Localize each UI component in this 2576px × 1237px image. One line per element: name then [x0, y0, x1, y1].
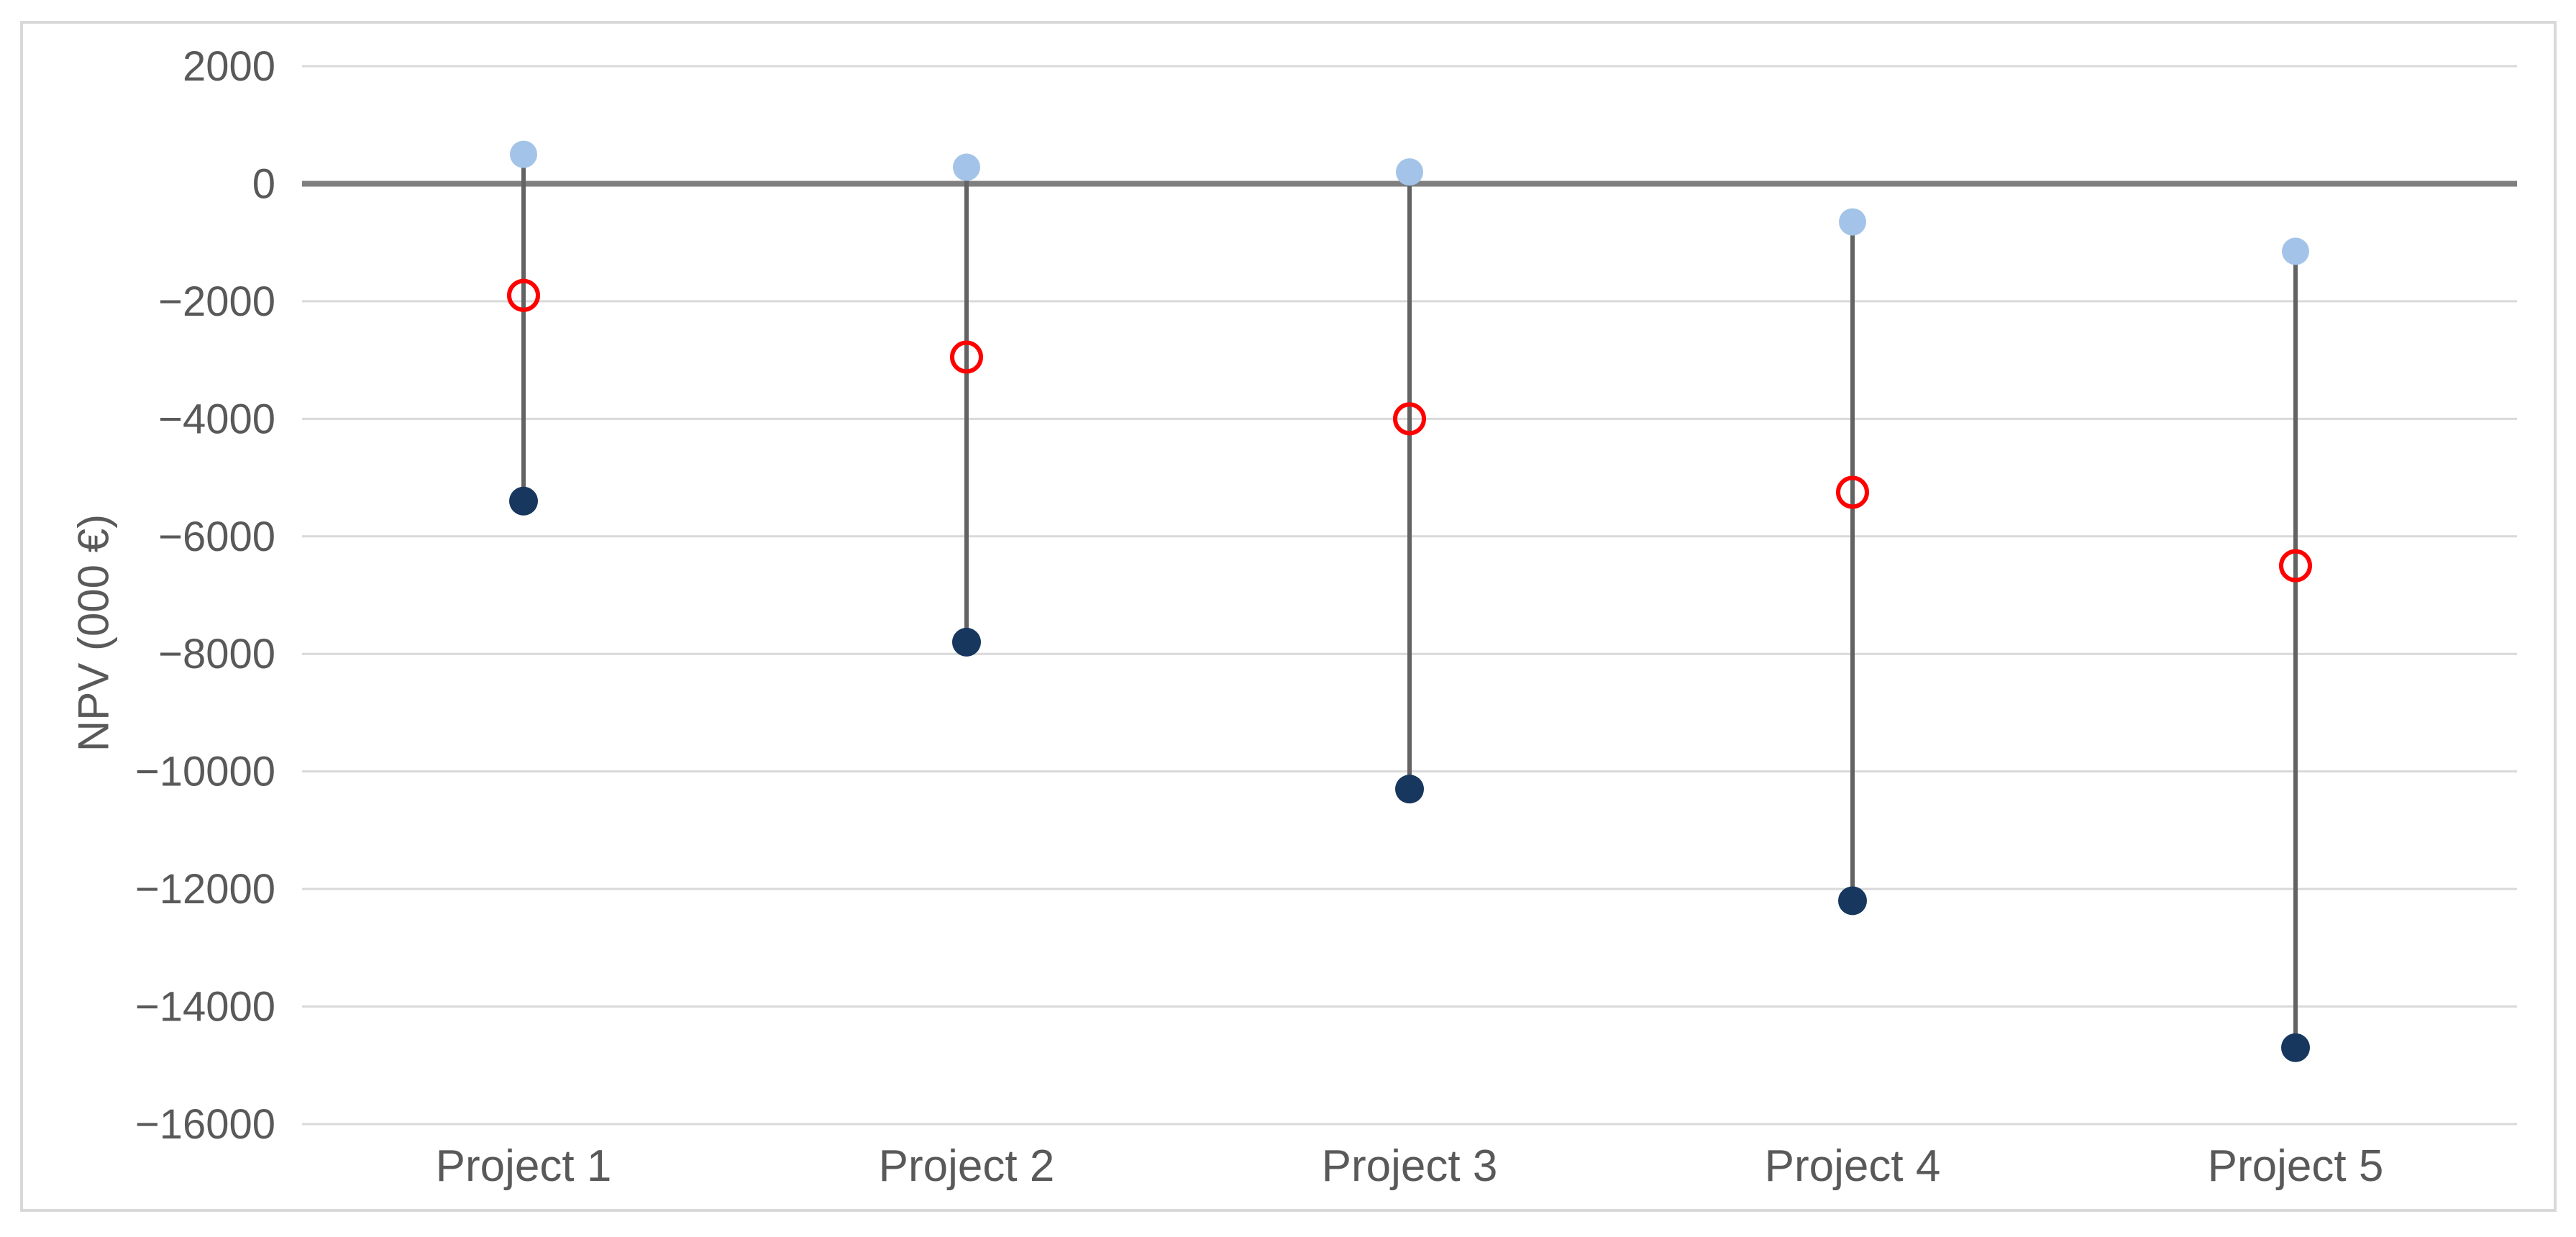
low-value-marker-project-4 — [1838, 886, 1867, 916]
x-axis-label-project-3: Project 3 — [1322, 1141, 1498, 1191]
y-tick-label-0: 0 — [252, 160, 275, 207]
low-value-marker-project-1 — [509, 486, 538, 516]
high-value-marker-project-5 — [2282, 237, 2309, 265]
x-axis-label-project-5: Project 5 — [2208, 1141, 2384, 1191]
y-tick-label--6000: −6000 — [158, 513, 275, 560]
x-axis-label-project-4: Project 4 — [1765, 1141, 1941, 1191]
mid-value-marker-project-5 — [2279, 549, 2312, 583]
y-tick-label-2000: 2000 — [183, 43, 275, 90]
chart-border — [20, 21, 2557, 1212]
y-tick-label--8000: −8000 — [158, 631, 275, 677]
y-tick-label--4000: −4000 — [158, 396, 275, 442]
y-tick-label--12000: −12000 — [135, 866, 275, 913]
low-value-marker-project-2 — [952, 627, 981, 657]
x-axis-label-project-2: Project 2 — [879, 1141, 1055, 1191]
high-value-marker-project-1 — [510, 140, 537, 168]
low-value-marker-project-3 — [1395, 775, 1424, 804]
y-axis-title: NPV (000 €) — [69, 513, 118, 752]
high-value-marker-project-4 — [1839, 208, 1866, 236]
y-tick-label--16000: −16000 — [135, 1101, 275, 1148]
mid-value-marker-project-1 — [507, 278, 540, 312]
y-tick-label--2000: −2000 — [158, 278, 275, 325]
mid-value-marker-project-4 — [1836, 475, 1869, 509]
x-axis-label-project-1: Project 1 — [436, 1141, 612, 1191]
high-value-marker-project-3 — [1396, 158, 1423, 186]
y-tick-label--10000: −10000 — [135, 749, 275, 795]
mid-value-marker-project-2 — [950, 340, 983, 374]
y-tick-label--14000: −14000 — [135, 984, 275, 1031]
high-value-marker-project-2 — [953, 153, 980, 181]
low-value-marker-project-5 — [2281, 1033, 2310, 1062]
mid-value-marker-project-3 — [1393, 402, 1426, 436]
